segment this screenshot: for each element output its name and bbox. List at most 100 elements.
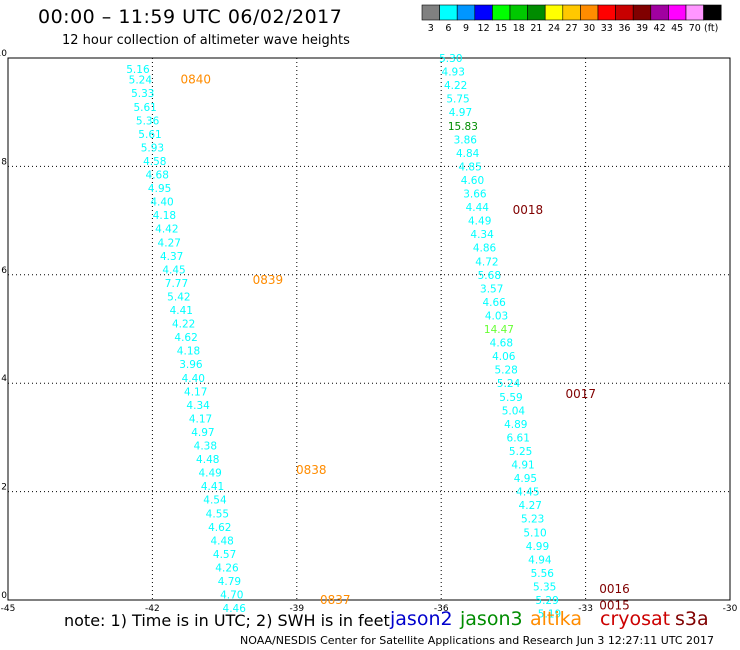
wave-height-value: 5.68 (478, 270, 501, 282)
wave-height-value: 4.27 (519, 500, 542, 512)
wave-height-value: 7.77 (165, 278, 188, 290)
wave-height-value: 4.58 (143, 156, 166, 168)
wave-height-value: 5.25 (509, 446, 532, 458)
x-tick-label: -36 (434, 604, 449, 614)
wave-height-value: 4.57 (213, 549, 236, 561)
legend-swatch (703, 4, 722, 21)
time-label: 0837 (320, 593, 351, 607)
wave-height-value: 5.28 (494, 365, 517, 377)
time-label: 0016 (599, 582, 630, 596)
wave-height-value: 4.41 (170, 305, 193, 317)
wave-height-value: 4.94 (528, 554, 552, 566)
wave-height-value: 5.42 (167, 291, 190, 303)
wave-height-value: 4.68 (146, 170, 169, 182)
time-label: 0840 (180, 73, 211, 87)
wave-height-value: 4.26 (215, 562, 239, 574)
wave-height-value: 5.23 (521, 514, 544, 526)
legend-bin-label: 70 (689, 23, 701, 34)
wave-height-value: 5.24 (497, 378, 521, 390)
page-title: 00:00 – 11:59 UTC 06/02/2017 (38, 6, 343, 28)
wave-height-value: 4.06 (492, 351, 516, 363)
legend-bin-label: 30 (583, 23, 595, 34)
wave-height-value: 6.61 (507, 432, 530, 444)
wave-height-value: 4.95 (148, 183, 171, 195)
legend-sat-s3a: s3a (675, 608, 709, 630)
legend-bin-label: 24 (548, 23, 560, 34)
wave-height-value: 4.95 (514, 473, 537, 485)
track-altika: 5.165.245.335.615.365.615.934.584.684.95… (126, 64, 350, 615)
wave-height-value: 3.57 (480, 283, 503, 295)
legend-sat-altika: altika (530, 608, 582, 630)
wave-height-value: 4.22 (172, 319, 195, 331)
wave-height-value: 4.49 (468, 216, 491, 228)
wave-height-value: 4.93 (442, 67, 465, 79)
wave-height-value: 4.66 (482, 297, 506, 309)
wave-height-value: 4.48 (196, 454, 219, 466)
wave-height-value: 4.17 (184, 386, 207, 398)
wave-height-value: 4.68 (490, 338, 513, 350)
legend-bin-label: 18 (513, 23, 525, 34)
wave-height-value: 4.85 (458, 161, 481, 173)
time-label: 0839 (253, 273, 284, 287)
wave-height-value: 4.79 (218, 576, 241, 588)
x-tick-label: -30 (723, 604, 738, 614)
footer-note: note: 1) Time is in UTC; 2) SWH is in fe… (64, 611, 390, 630)
legend-sat-cryosat: cryosat (600, 608, 671, 630)
wave-height-value: 5.24 (129, 75, 153, 87)
page-subtitle: 12 hour collection of altimeter wave hei… (62, 33, 350, 48)
wave-height-value: 5.16 (126, 64, 150, 76)
wave-height-value: 5.10 (523, 527, 546, 539)
x-tick-label: -45 (1, 604, 16, 614)
y-tick-label: 2 (1, 483, 7, 493)
wave-height-value: 5.75 (446, 94, 469, 106)
color-legend: 3 6 9 12 15 18 21 24 27 30 33 36 39 42 45 70 (ft) (421, 4, 722, 34)
wave-height-value: 4.18 (177, 346, 200, 358)
plot-frame (7, 57, 731, 601)
footer-credit: NOAA/NESDIS Center for Satellite Applica… (240, 634, 715, 647)
wave-height-value: 4.45 (162, 264, 185, 276)
wave-height-value: 5.59 (499, 392, 522, 404)
wave-height-value: 4.49 (198, 468, 221, 480)
wave-height-value: 4.72 (475, 256, 498, 268)
legend-bin-label: 6 (445, 23, 451, 34)
legend-bin-label: 3 (428, 23, 434, 34)
wave-height-value: 4.70 (220, 590, 243, 602)
legend-bin-label: 36 (618, 23, 630, 34)
x-tick-label: -39 (289, 604, 304, 614)
wave-height-value: 5.56 (531, 568, 555, 580)
y-tick-label: 0 (1, 591, 7, 601)
legend-sat-jason3: jason3 (460, 608, 523, 630)
wave-height-value: 4.97 (191, 427, 214, 439)
legend-sat-jason2: jason2 (390, 608, 453, 630)
legend-bin-label: 42 (654, 23, 666, 34)
wave-height-value: 4.18 (153, 210, 176, 222)
y-tick-label: 8 (1, 157, 7, 167)
wave-height-value: 4.42 (155, 224, 178, 236)
x-tick-label: -42 (145, 604, 160, 614)
wave-height-value: 4.17 (189, 413, 212, 425)
wave-height-value: 4.37 (160, 251, 183, 263)
wave-height-value: 4.84 (456, 148, 480, 160)
legend-bin-label: 15 (495, 23, 507, 34)
x-tick-label: -33 (578, 604, 593, 614)
wave-height-value: 4.34 (186, 400, 210, 412)
wave-height-value: 5.36 (136, 115, 160, 127)
wave-height-value: 4.03 (485, 310, 508, 322)
wave-height-value: 4.60 (461, 175, 484, 187)
wave-height-value: 3.96 (179, 359, 203, 371)
time-label: 0015 (599, 598, 630, 612)
wave-height-value: 5.29 (535, 595, 558, 607)
wave-height-value: 4.44 (466, 202, 490, 214)
time-label: 0017 (566, 387, 597, 401)
legend-unit: (ft) (704, 23, 718, 34)
wave-height-value: 5.19 (538, 609, 561, 620)
wave-height-value: 4.48 (210, 535, 233, 547)
wave-height-value: 14.47 (484, 324, 514, 336)
wave-height-value: 5.33 (131, 88, 154, 100)
wave-height-value: 4.97 (449, 107, 472, 119)
legend-bin-label: 12 (478, 23, 490, 34)
time-label: 0838 (296, 463, 327, 477)
wave-height-value: 5.93 (141, 142, 164, 154)
wave-height-value: 3.86 (454, 134, 478, 146)
